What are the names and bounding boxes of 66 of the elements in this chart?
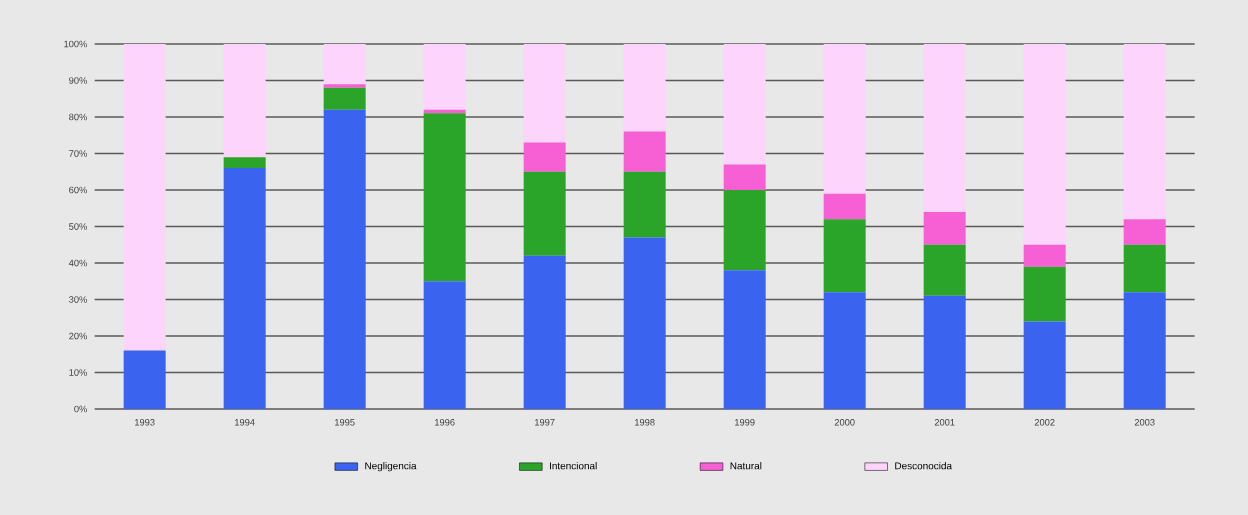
x-tick-label: 1997	[535, 419, 555, 426]
legend-label: Intencional	[550, 462, 597, 470]
bar	[223, 168, 266, 409]
bar	[723, 270, 766, 409]
bar	[623, 131, 666, 172]
bar	[823, 219, 866, 293]
bar	[923, 295, 966, 409]
y-tick-label: 0%	[74, 405, 87, 413]
bar	[1023, 43, 1066, 245]
bar	[1023, 266, 1066, 322]
x-tick-label: 1996	[435, 419, 455, 426]
x-tick-label: 2001	[934, 419, 955, 426]
bar	[523, 43, 566, 143]
bar	[223, 157, 266, 169]
bar	[623, 171, 666, 238]
bar	[723, 189, 766, 271]
bar	[1023, 321, 1066, 409]
bar	[1123, 219, 1166, 245]
bar	[323, 84, 366, 88]
x-tick-label: 1993	[135, 419, 155, 426]
bar	[623, 237, 666, 409]
x-tick-label: 1995	[335, 419, 355, 426]
bar	[523, 171, 566, 256]
y-tick-label: 70%	[69, 150, 87, 157]
y-tick-label: 100%	[64, 40, 87, 48]
y-tick-label: 30%	[69, 296, 87, 303]
bar	[223, 43, 266, 158]
bar	[123, 43, 166, 351]
bar	[1123, 43, 1166, 220]
x-tick-label: 1994	[235, 419, 255, 426]
bar	[323, 43, 366, 85]
bar	[523, 142, 566, 172]
bar	[323, 109, 366, 409]
y-tick-label: 50%	[69, 223, 87, 230]
bar	[723, 43, 766, 165]
legend-label: Natural	[730, 462, 762, 470]
bar	[1123, 292, 1166, 409]
x-tick-label: 1998	[635, 419, 655, 426]
legend-label: Negligencia	[365, 462, 417, 472]
y-tick-label: 90%	[69, 77, 87, 84]
bar	[423, 281, 466, 409]
bar	[823, 292, 866, 409]
bar	[423, 113, 466, 282]
x-tick-label: 2000	[834, 419, 855, 426]
x-tick-label: 2002	[1034, 419, 1055, 426]
bar	[423, 43, 466, 110]
y-tick-label: 80%	[69, 113, 87, 121]
bar	[623, 43, 666, 132]
legend-label: Desconocida	[895, 462, 953, 470]
bar	[1023, 244, 1066, 267]
y-tick-label: 60%	[69, 186, 87, 194]
y-tick-label: 10%	[69, 369, 87, 376]
bar	[723, 164, 766, 190]
y-tick-label: 40%	[68, 259, 87, 267]
bar	[923, 244, 966, 296]
bar	[923, 43, 966, 212]
y-tick-label: 20%	[69, 332, 87, 340]
bar	[323, 87, 366, 110]
bar	[523, 255, 566, 409]
bar	[823, 193, 866, 220]
bar	[823, 43, 866, 194]
x-tick-label: 2003	[1134, 419, 1155, 426]
x-tick-label: 1999	[735, 419, 755, 426]
bar	[1123, 244, 1166, 293]
bar	[923, 211, 966, 245]
bar	[123, 350, 166, 409]
